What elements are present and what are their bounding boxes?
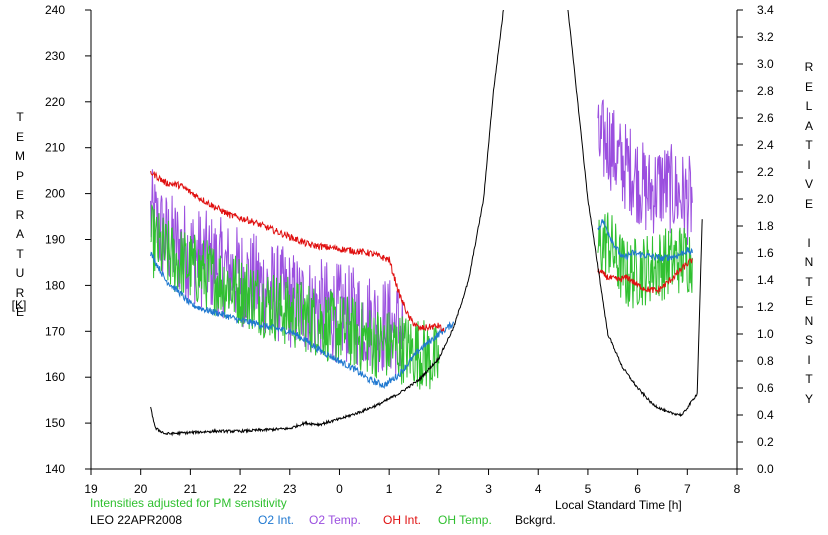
axis-title-letter: L xyxy=(805,99,813,113)
axis-title-letter: E xyxy=(804,79,813,94)
axis-title-letter: Y xyxy=(804,391,813,406)
axis-title-letter: M xyxy=(15,149,25,163)
axis-title-letter: E xyxy=(15,305,24,319)
axis-title-letter: V xyxy=(804,177,813,191)
y-right-tick-label: 3.4 xyxy=(757,3,774,17)
axis-title-letter: A xyxy=(15,227,24,241)
x-axis-title: Local Standard Time [h] xyxy=(555,498,682,512)
y-right-tick-label: 0.4 xyxy=(757,408,774,422)
axis-title-letter xyxy=(799,214,819,234)
series-line-oh-int xyxy=(150,170,445,333)
y-right-tick-label: 2.2 xyxy=(757,165,774,179)
y-right-tick-label: 3.2 xyxy=(757,30,774,44)
station-label: LEO 22APR2008 xyxy=(90,513,182,527)
x-tick-label: 20 xyxy=(134,482,148,496)
y-left-tick-label: 190 xyxy=(45,233,65,247)
series-line-o2-int xyxy=(150,251,455,389)
series-line-oh-temp xyxy=(150,204,440,390)
y-left-tick-label: 230 xyxy=(45,49,65,63)
axis-title-letter: E xyxy=(804,294,813,308)
axis-title-letter: S xyxy=(804,333,813,347)
intensity-note: Intensities adjusted for PM sensitivity xyxy=(90,496,287,510)
series-line-bckgrd xyxy=(150,10,703,437)
axis-title-letter: E xyxy=(804,196,813,211)
axis-title-letter: T xyxy=(16,246,24,261)
y-left-tick-label: 240 xyxy=(45,3,65,17)
x-tick-label: 7 xyxy=(684,482,691,496)
legend-bckgrd: Bckgrd. xyxy=(515,513,556,527)
y-right-tick-label: 0.2 xyxy=(757,435,774,449)
y-right-tick-label: 3.0 xyxy=(757,57,774,71)
x-tick-label: 0 xyxy=(336,482,343,496)
x-tick-label: 1 xyxy=(386,482,393,496)
legend: O2 Int. O2 Temp. OH Int. OH Temp. Bckgrd. xyxy=(258,513,556,527)
y-right-tick-label: 2.8 xyxy=(757,84,774,98)
y-left-tick-label: 170 xyxy=(45,324,65,338)
series-line-o2-int xyxy=(597,219,693,262)
axis-title-letter: E xyxy=(15,188,24,202)
y-right-tick-label: 1.6 xyxy=(757,246,774,260)
axis-title-letter: N xyxy=(804,255,814,269)
y-right-tick-label: 1.2 xyxy=(757,300,774,314)
axis-title-letter: R xyxy=(15,285,25,300)
y-right-tick-label: 1.4 xyxy=(757,273,774,287)
axis-title-letter: A xyxy=(804,118,813,133)
x-tick-label: 8 xyxy=(734,482,741,496)
axis-title-letter: T xyxy=(805,274,813,289)
y-left-tick-label: 160 xyxy=(45,370,65,384)
x-tick-label: 3 xyxy=(485,482,492,496)
axis-title-letter: I xyxy=(807,157,811,172)
y-left-tick-label: 150 xyxy=(45,416,65,430)
series-layer xyxy=(150,10,703,437)
y-left-tick-label: 220 xyxy=(45,95,65,109)
y-right-tick-label: 1.0 xyxy=(757,327,774,341)
y-right-tick-label: 0.6 xyxy=(757,381,774,395)
axis-title-letter: T xyxy=(805,138,813,152)
y-left-tick-label: 180 xyxy=(45,278,65,292)
axis-title-letter: R xyxy=(804,60,814,74)
legend-oh-temp: OH Temp. xyxy=(438,513,492,527)
y-left-tick-label: 200 xyxy=(45,187,65,201)
x-tick-label: 23 xyxy=(283,482,297,496)
series-line-oh-temp xyxy=(597,212,693,309)
axis-title-letter: I xyxy=(807,352,811,367)
axis-title-letter: T xyxy=(16,110,24,124)
y-right-tick-label: 2.0 xyxy=(757,192,774,206)
axis-title-letter: R xyxy=(15,207,25,222)
x-tick-label: 22 xyxy=(233,482,247,496)
y-left-tick-label: 210 xyxy=(45,141,65,155)
y-right-tick-label: 0.0 xyxy=(757,462,774,476)
x-tick-label: 19 xyxy=(84,482,98,496)
legend-o2-temp: O2 Temp. xyxy=(309,513,361,527)
axis-title-letter: N xyxy=(804,313,814,328)
axis-title-letter: I xyxy=(807,235,811,250)
series-line-o2-temp xyxy=(597,99,693,245)
y-left-tick-label: 140 xyxy=(45,462,65,476)
axis-title-letter: T xyxy=(805,372,813,386)
x-tick-label: 21 xyxy=(184,482,198,496)
axes-layer: 1401501601701801902002102202302400.00.20… xyxy=(45,3,774,496)
left-axis-unit: [K] xyxy=(11,298,27,312)
legend-oh-int: OH Int. xyxy=(383,513,421,527)
x-tick-label: 4 xyxy=(535,482,542,496)
x-tick-label: 5 xyxy=(585,482,592,496)
y-right-tick-label: 0.8 xyxy=(757,354,774,368)
axis-title-letter: E xyxy=(15,129,24,144)
x-tick-label: 6 xyxy=(634,482,641,496)
x-tick-label: 2 xyxy=(436,482,443,496)
y-right-tick-label: 1.8 xyxy=(757,219,774,233)
y-right-tick-label: 2.6 xyxy=(757,111,774,125)
y-right-tick-label: 2.4 xyxy=(757,138,774,152)
axis-title-letter: U xyxy=(15,266,25,280)
series-line-oh-int xyxy=(597,258,693,295)
legend-o2-int: O2 Int. xyxy=(258,513,294,527)
axis-title-letter: P xyxy=(15,168,24,183)
